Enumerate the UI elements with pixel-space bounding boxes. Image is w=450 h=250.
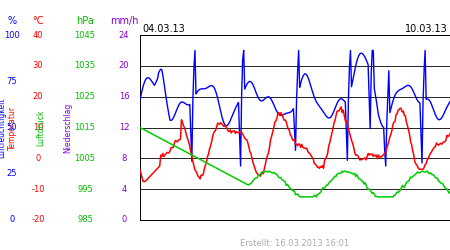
- Text: 1045: 1045: [75, 30, 95, 40]
- Text: 20: 20: [33, 92, 43, 101]
- Text: 12: 12: [119, 123, 129, 132]
- Text: 50: 50: [7, 123, 17, 132]
- Text: 100: 100: [4, 30, 20, 40]
- Text: 10.03.13: 10.03.13: [405, 24, 448, 34]
- Text: %: %: [8, 16, 17, 26]
- Text: 25: 25: [7, 169, 17, 178]
- Text: 30: 30: [33, 61, 43, 70]
- Text: 1025: 1025: [75, 92, 95, 101]
- Text: 1035: 1035: [74, 61, 95, 70]
- Text: 4: 4: [122, 185, 126, 194]
- Text: 24: 24: [119, 30, 129, 40]
- Text: Niederschlag: Niederschlag: [63, 102, 72, 152]
- Text: 1005: 1005: [75, 154, 95, 163]
- Text: 10: 10: [33, 123, 43, 132]
- Text: 995: 995: [77, 185, 93, 194]
- Text: 985: 985: [77, 216, 93, 224]
- Text: -20: -20: [31, 216, 45, 224]
- Text: mm/h: mm/h: [110, 16, 138, 26]
- Text: Erstellt: 16.03.2013 16:01: Erstellt: 16.03.2013 16:01: [240, 238, 350, 248]
- Text: 75: 75: [7, 77, 17, 86]
- Text: Luftfeuchtigkeit: Luftfeuchtigkeit: [0, 97, 6, 158]
- Text: °C: °C: [32, 16, 44, 26]
- Text: 0: 0: [9, 216, 14, 224]
- Text: -10: -10: [31, 185, 45, 194]
- Text: 1015: 1015: [75, 123, 95, 132]
- Text: hPa: hPa: [76, 16, 94, 26]
- Text: Luftdruck: Luftdruck: [36, 109, 45, 146]
- Text: 0: 0: [122, 216, 126, 224]
- Text: 20: 20: [119, 61, 129, 70]
- Text: 04.03.13: 04.03.13: [142, 24, 185, 34]
- Text: 8: 8: [122, 154, 127, 163]
- Text: 16: 16: [119, 92, 129, 101]
- Text: 40: 40: [33, 30, 43, 40]
- Text: Temperatur: Temperatur: [8, 106, 17, 150]
- Text: 0: 0: [36, 154, 40, 163]
